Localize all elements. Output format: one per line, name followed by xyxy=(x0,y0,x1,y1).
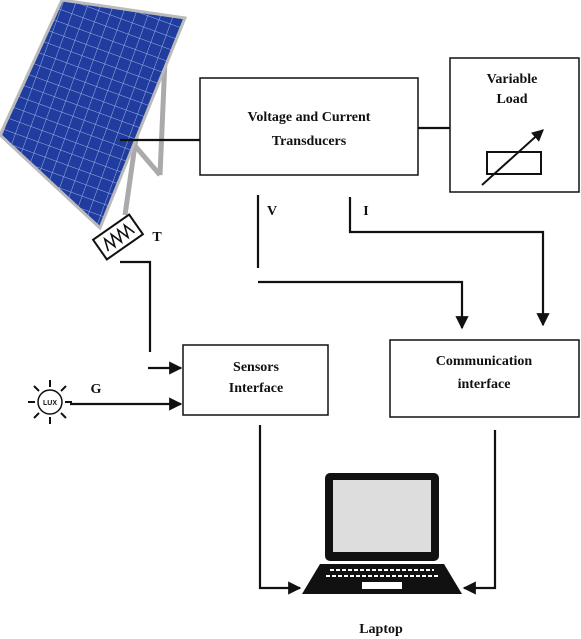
transducer-box xyxy=(199,77,419,176)
node-label: Load xyxy=(496,92,527,107)
arrow xyxy=(348,197,550,327)
signal-label: V xyxy=(267,204,277,219)
node-label: Interface xyxy=(229,381,283,396)
laptop-icon xyxy=(302,473,462,594)
connection xyxy=(120,260,152,352)
signal-label: I xyxy=(363,204,368,219)
lux-icon: LUX xyxy=(28,380,72,424)
arrow xyxy=(258,280,469,330)
node-label: Laptop xyxy=(359,622,403,637)
node-label: Transducers xyxy=(272,134,347,149)
sensors-box xyxy=(182,344,329,416)
signal-label: G xyxy=(91,382,102,397)
node-label: Communication xyxy=(436,354,533,369)
arrow xyxy=(462,430,497,595)
variable-arrow xyxy=(481,129,544,186)
solar-panel xyxy=(0,0,188,231)
thermistor-icon xyxy=(91,213,145,261)
node-label: Variable xyxy=(487,72,538,87)
resistor-icon xyxy=(486,151,542,175)
arrow xyxy=(258,425,302,595)
load-box xyxy=(449,57,580,193)
node-label: interface xyxy=(458,377,511,392)
communication-box xyxy=(389,339,580,418)
icon-text: LUX xyxy=(43,400,57,407)
node-label: Sensors xyxy=(233,360,279,375)
node-label: Voltage and Current xyxy=(248,110,371,125)
signal-label: T xyxy=(152,230,162,245)
